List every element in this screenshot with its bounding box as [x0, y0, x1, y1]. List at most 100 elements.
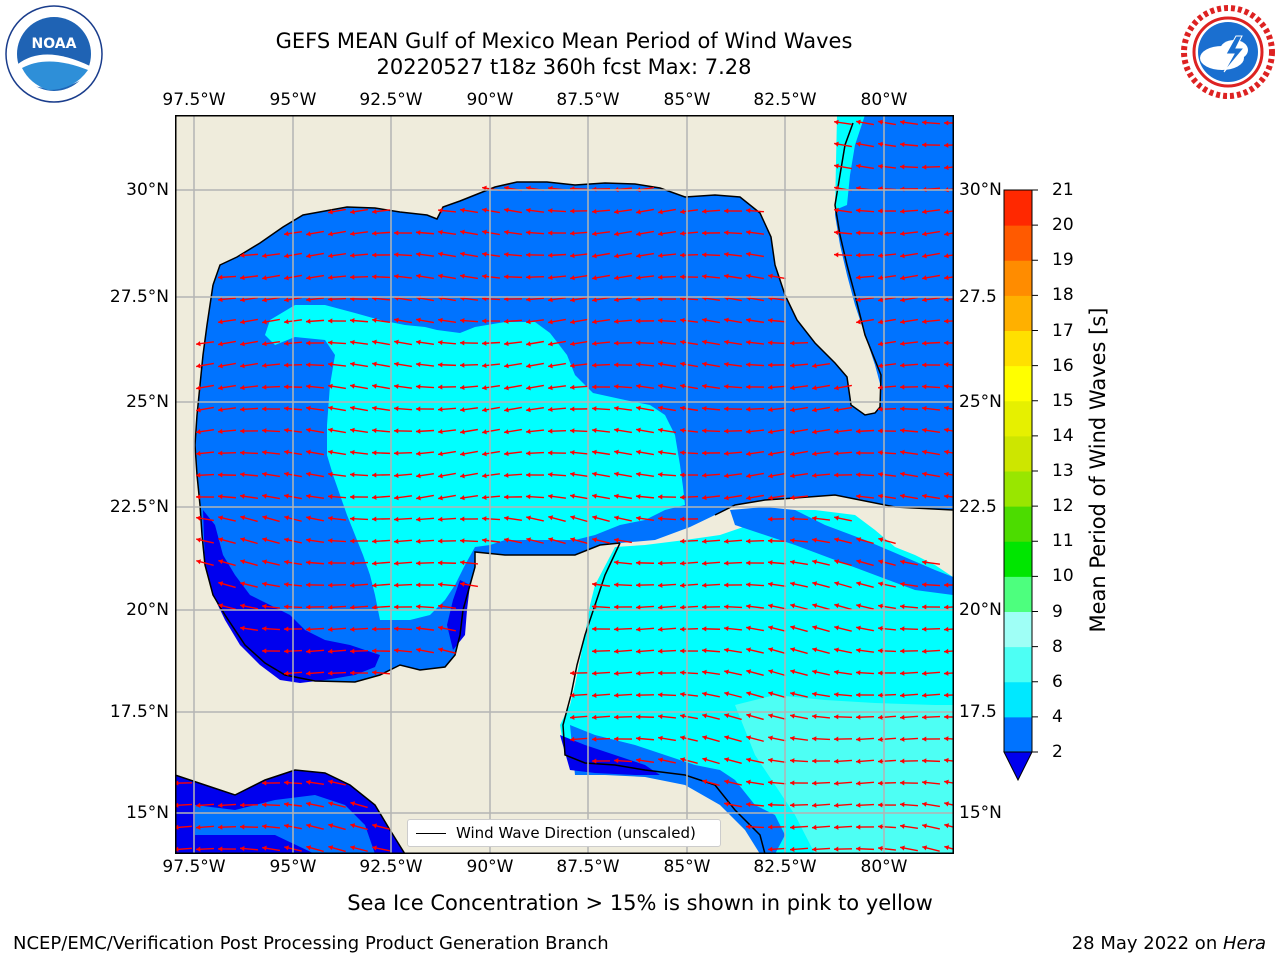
wind-arrow-head: [636, 361, 641, 368]
wind-arrow-head: [768, 669, 774, 675]
wind-arrow-head: [944, 845, 950, 851]
wind-arrow-head: [812, 451, 817, 457]
wind-arrow-head: [746, 757, 751, 763]
wind-arrow-head: [240, 450, 245, 456]
wind-arrow-head: [284, 581, 289, 588]
wind-arrow-head: [306, 383, 311, 390]
wind-arrow-head: [196, 515, 201, 521]
wind-arrow-head: [680, 405, 685, 411]
wind-arrow-head: [570, 341, 575, 347]
wind-arrow-head: [306, 648, 311, 654]
wind-arrow-head: [944, 296, 949, 302]
colorbar-tick-label: 19: [1052, 250, 1074, 271]
wind-arrow-head: [438, 317, 443, 323]
wind-arrow-head: [834, 669, 839, 675]
wind-arrow-head: [834, 385, 839, 391]
lon-label-top: 85°W: [663, 90, 711, 110]
wind-arrow-head: [658, 252, 663, 259]
wind-arrow-head: [812, 472, 817, 478]
colorbar-segment: [1004, 646, 1032, 683]
wind-arrow-head: [218, 428, 223, 434]
wind-arrow-head: [526, 537, 532, 543]
wind-arrow-head: [878, 670, 883, 676]
wind-arrow-head: [790, 669, 796, 675]
colorbar-tick-label: 14: [1052, 425, 1074, 446]
wind-arrow-head: [922, 604, 927, 610]
wind-arrow-head: [790, 824, 795, 830]
wind-arrow-head: [680, 450, 685, 456]
wind-arrow-head: [570, 471, 575, 477]
wind-arrow-head: [614, 384, 619, 390]
wind-arrow-head: [702, 428, 707, 434]
wind-arrow-head: [328, 209, 333, 215]
wind-arrow-head: [724, 735, 730, 741]
wind-arrow-head: [460, 229, 465, 235]
wind-arrow-head: [658, 692, 663, 698]
wind-arrow-head: [922, 142, 927, 148]
wind-arrow-head: [394, 582, 399, 588]
wind-arrow-head: [702, 361, 707, 367]
wind-arrow-head: [768, 451, 773, 457]
wind-arrow-head: [834, 119, 839, 125]
wind-arrow-head: [548, 493, 553, 499]
lon-label-bottom: 87.5°W: [556, 857, 620, 877]
wind-arrow-head: [240, 824, 245, 830]
wind-arrow-head: [548, 428, 553, 434]
wind-arrow-head: [614, 626, 619, 632]
wind-arrow-head: [922, 231, 927, 237]
wind-arrow-head: [900, 736, 905, 742]
wind-arrow-head: [878, 319, 883, 325]
wind-arrow-head: [328, 449, 333, 455]
wind-arrow-head: [746, 251, 751, 257]
wind-arrow-head: [218, 802, 223, 808]
wind-arrow-head: [724, 251, 729, 258]
wind-arrow-head: [592, 253, 597, 259]
map-legend: Wind Wave Direction (unscaled): [407, 819, 721, 847]
wind-arrow-head: [812, 780, 817, 786]
wind-arrow-head: [900, 119, 905, 125]
colorbar-segment: [1004, 400, 1032, 437]
wind-arrow-head: [856, 780, 861, 786]
wind-arrow-head: [922, 449, 927, 455]
legend-line-swatch: [416, 832, 446, 834]
wind-arrow-head: [658, 383, 663, 389]
wind-arrow-head: [592, 714, 597, 720]
wind-arrow-head: [658, 405, 663, 411]
colorbar-segment: [1004, 576, 1032, 612]
wind-arrow-head: [790, 691, 795, 697]
wind-arrow-head: [416, 560, 421, 566]
wind-arrow-head: [724, 779, 729, 785]
wind-arrow-head: [658, 318, 663, 324]
wind-arrow-head: [768, 625, 774, 631]
wind-arrow-head: [944, 340, 949, 346]
wind-arrow-head: [834, 450, 839, 456]
wind-arrow-head: [768, 538, 773, 544]
wind-arrow-head: [416, 339, 421, 345]
wind-arrow-head: [922, 845, 928, 851]
wind-arrow-head: [900, 758, 905, 764]
wind-arrow-head: [680, 317, 685, 323]
wind-arrow-head: [372, 361, 377, 367]
wind-arrow-head: [526, 385, 531, 391]
wind-arrow-head: [592, 537, 597, 543]
wind-arrow-head: [746, 603, 751, 609]
colorbar-tick-label: 18: [1052, 285, 1074, 306]
wind-arrow-head: [746, 339, 751, 346]
wind-arrow-head: [856, 450, 861, 456]
wind-arrow-head: [702, 405, 707, 412]
wind-arrow-head: [218, 385, 223, 391]
wind-arrow-head: [504, 229, 509, 235]
wind-arrow-head: [636, 253, 641, 259]
wind-arrow-head: [856, 252, 861, 258]
wind-arrow-head: [878, 714, 883, 720]
wind-arrow-head: [372, 230, 377, 236]
wind-arrow-head: [350, 405, 355, 411]
wind-arrow-head: [284, 823, 289, 829]
wind-arrow-head: [394, 495, 399, 501]
wind-arrow-head: [746, 384, 751, 390]
wind-arrow-head: [284, 253, 289, 259]
wind-arrow-head: [812, 802, 817, 808]
lon-label-top: 95°W: [269, 90, 317, 110]
wind-arrow-head: [218, 559, 224, 565]
wind-arrow-head: [394, 428, 399, 434]
